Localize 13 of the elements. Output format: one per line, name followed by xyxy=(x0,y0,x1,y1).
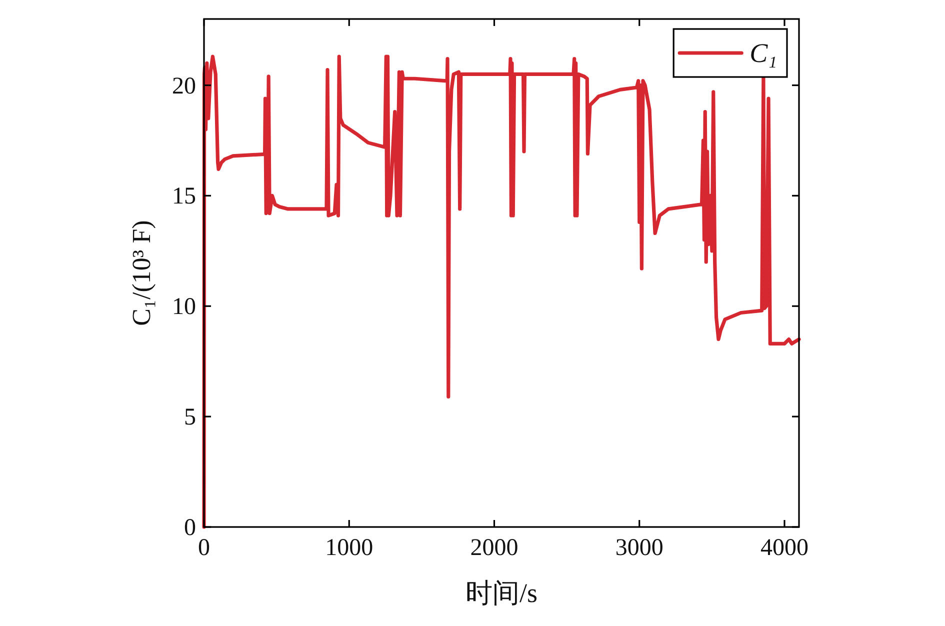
y-axis-title: C₁/(10³ F) xyxy=(127,220,156,326)
legend: C₁ xyxy=(672,28,788,78)
y-tick-label: 15 xyxy=(172,184,196,210)
y-tick-label: 20 xyxy=(172,73,196,100)
x-axis-title: 时间/s xyxy=(465,578,538,608)
x-tick-label: 2000 xyxy=(470,535,518,561)
x-tick-label: 3000 xyxy=(615,535,664,561)
legend-label: C₁ xyxy=(750,38,777,68)
y-tick-label: 10 xyxy=(172,294,196,320)
x-tick-label: 4000 xyxy=(760,535,808,561)
y-tick-label: 0 xyxy=(184,515,196,541)
x-tick-label: 1000 xyxy=(325,535,374,561)
y-tick-label: 5 xyxy=(184,404,196,431)
